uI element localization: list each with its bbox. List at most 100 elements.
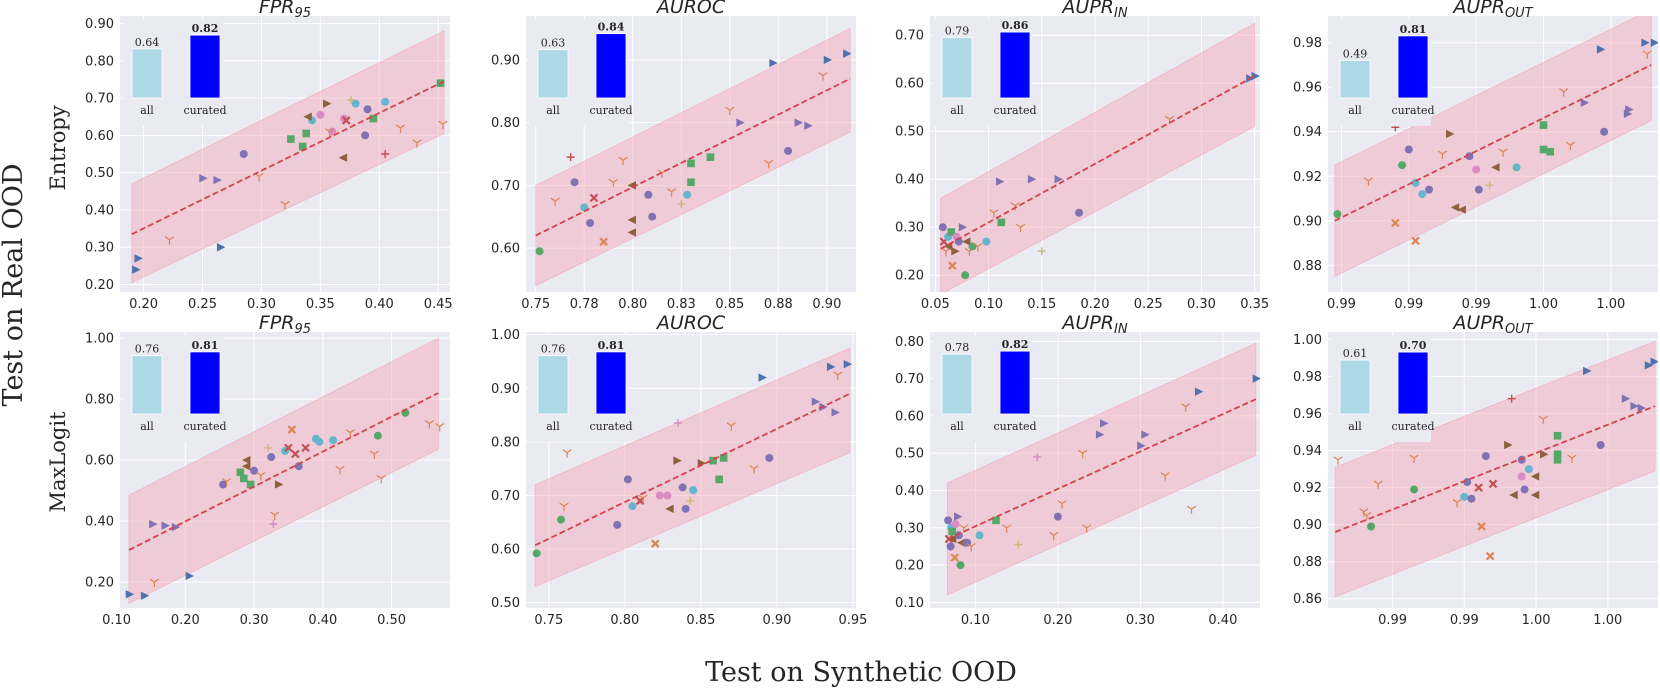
marker-triangle-left [665, 504, 674, 514]
marker-triangle-right [1583, 366, 1592, 376]
marker-triangle-left [962, 237, 971, 246]
marker-tri-down [1373, 480, 1383, 489]
marker-tri-down [1567, 454, 1577, 463]
marker-triangle-right [274, 480, 284, 489]
panel-title-main: FPR [259, 0, 295, 18]
marker-tri-down [559, 502, 569, 512]
y-tick-label: 0.50 [491, 596, 520, 611]
marker-circle [623, 475, 632, 484]
marker-triangle-left [627, 215, 636, 225]
inset-value-label: 0.81 [598, 339, 625, 352]
marker-triangle-right [1504, 440, 1513, 450]
y-tick-label: 0.90 [491, 53, 520, 68]
inset-category-label: all [546, 104, 560, 117]
marker-tri-down [1498, 148, 1508, 157]
marker-tri-down [1002, 524, 1012, 533]
marker-tri-down [989, 209, 999, 218]
marker-circle [239, 150, 248, 158]
trend-line [940, 75, 1256, 250]
marker-tri-down [638, 494, 648, 504]
x-tick-label: 0.10 [974, 297, 1003, 312]
marker-x [589, 193, 599, 203]
marker-tri-down [1057, 500, 1067, 509]
y-tick-label: 0.30 [895, 221, 924, 236]
inset-bar-chart: 0.76 all 0.81 curated [529, 335, 633, 442]
panel-title: AUPROUT [1451, 0, 1533, 21]
inset-category-label: all [950, 420, 964, 433]
marker-plus [263, 443, 272, 452]
x-tick-label: 1.00 [1529, 297, 1558, 312]
y-tick-label: 0.10 [895, 596, 924, 611]
inset-value-label: 0.86 [1002, 19, 1029, 32]
x-tick-label: 0.99 [1327, 297, 1356, 312]
marker-tri-down [1160, 472, 1170, 481]
marker-tri-down [164, 236, 175, 245]
inset-bar-chart: 0.63 all 0.84 curated [529, 19, 633, 126]
marker-plus [674, 419, 683, 428]
marker-circle [381, 97, 390, 106]
marker-circle [938, 223, 947, 232]
y-tick-label: 0.80 [491, 116, 520, 131]
inset-bar-all [131, 355, 163, 415]
plot-area [938, 22, 1260, 292]
marker-tri-down [395, 124, 406, 133]
marker-triangle-right [1637, 403, 1646, 413]
x-tick-label: 0.10 [961, 613, 990, 628]
x-tick-label: 0.99 [1450, 613, 1479, 628]
inset-value-label: 0.76 [135, 343, 160, 356]
marker-circle [1425, 185, 1434, 194]
marker-triangle-right [736, 118, 745, 127]
marker-tri-down [562, 449, 572, 458]
marker-triangle-right [1625, 105, 1634, 114]
marker-triangle-left [1509, 490, 1518, 500]
marker-x [950, 553, 960, 562]
marker-triangle-right [1630, 401, 1639, 411]
marker-triangle-right [826, 362, 836, 372]
x-tick-label: 0.75 [521, 297, 550, 312]
y-tick-label: 0.92 [1293, 481, 1322, 496]
y-tick-label: 0.94 [1293, 444, 1322, 459]
x-tick-label: 0.85 [715, 297, 744, 312]
marker-triangle-right [843, 359, 853, 369]
y-tick-label: 0.88 [1293, 259, 1322, 274]
trend-line [1334, 64, 1652, 222]
marker-x [1474, 483, 1483, 492]
panel-entropy-auroc: 0.75 0.78 0.80 0.83 0.85 0.88 0.90 0.60 0.70 0.80… [491, 0, 856, 312]
marker-circle [1410, 485, 1419, 494]
marker-triangle-left [1457, 205, 1466, 214]
marker-square [287, 135, 295, 143]
marker-tri-down [1363, 177, 1374, 186]
plot-area [125, 337, 445, 605]
marker-x [1411, 236, 1420, 246]
marker-circle [1600, 127, 1609, 136]
marker-x [291, 449, 300, 459]
x-tick-label: 0.25 [1134, 297, 1163, 312]
marker-triangle-right [958, 223, 968, 232]
marker-triangle-left [947, 534, 957, 544]
inset-category-label: all [546, 420, 560, 433]
marker-tri-down [335, 465, 345, 475]
marker-square [947, 228, 956, 236]
marker-triangle-right [125, 590, 135, 599]
marker-square [1553, 456, 1562, 464]
inset-bar-curated [999, 350, 1031, 415]
marker-tri-down [818, 72, 828, 81]
y-tick-label: 0.60 [85, 129, 114, 144]
y-tick-label: 1.00 [1293, 333, 1322, 348]
confidence-band [1334, 16, 1652, 278]
marker-plus [269, 520, 278, 529]
marker-square [298, 142, 307, 151]
marker-tri-down [149, 578, 160, 588]
marker-triangle-left [1530, 472, 1540, 481]
x-tick-label: 0.20 [171, 613, 200, 628]
panel-grid: 0.20 0.25 0.30 0.35 0.40 0.45 0.20 0.30 0.40 0.50… [85, 0, 1658, 628]
marker-circle [1517, 472, 1526, 481]
panel-title-subscript: OUT [1505, 6, 1534, 21]
marker-circle [648, 212, 657, 221]
marker-circle [1524, 465, 1533, 474]
x-tick-label: 0.30 [240, 613, 269, 628]
marker-triangle-right [843, 49, 852, 58]
marker-circle [580, 203, 589, 212]
marker-circle [315, 437, 324, 446]
marker-plus [1507, 394, 1516, 403]
